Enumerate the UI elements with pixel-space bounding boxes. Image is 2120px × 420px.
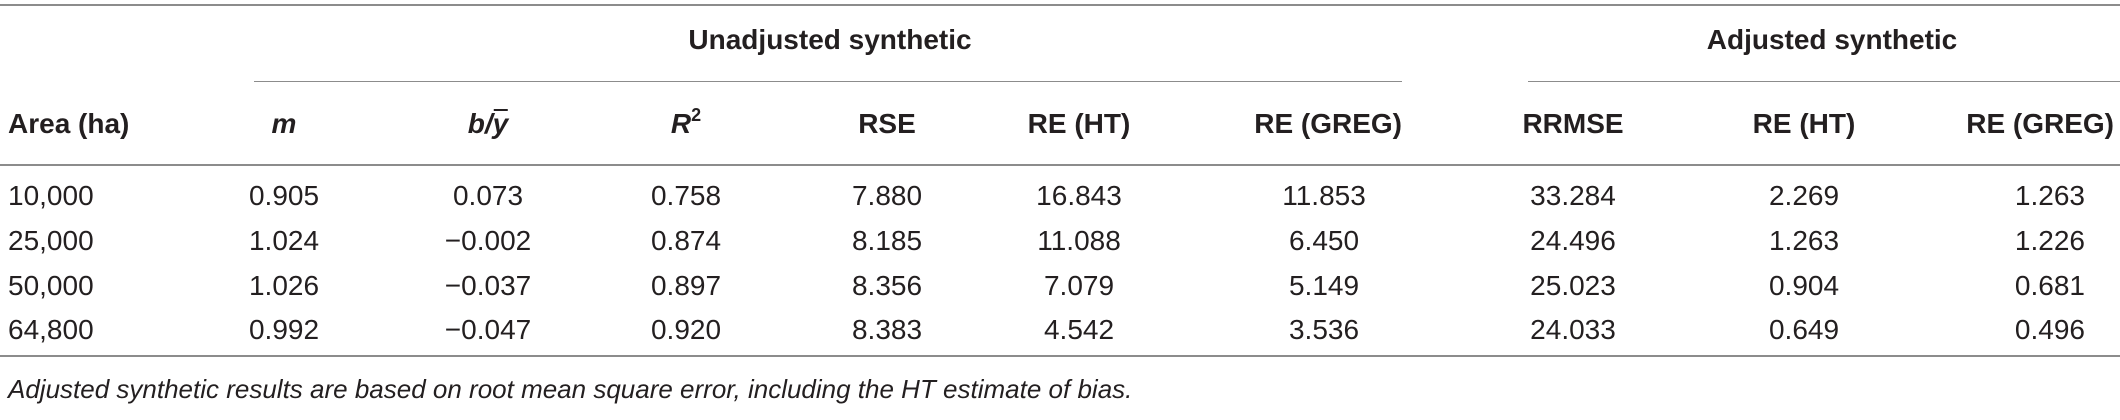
table-cell-rrmse: 25.023 — [1530, 270, 1616, 301]
table-cell-r2: 0.874 — [650, 225, 722, 256]
table-cell-m: 0.992 — [248, 314, 320, 345]
table-cell-re-greg-adjusted: 1.226 — [2014, 225, 2085, 256]
table-cell-area: 25,000 — [8, 225, 94, 256]
header-rule — [0, 164, 2120, 166]
col-header-rrmse: RRMSE — [1522, 108, 1624, 139]
table-cell-b: 0.073 — [452, 180, 524, 211]
table-cell-b: −0.002 — [444, 225, 532, 256]
table-cell-r2: 0.897 — [650, 270, 722, 301]
table-cell-re-ht-unadjusted: 16.843 — [1036, 180, 1122, 211]
table-cell-rrmse: 24.033 — [1530, 314, 1616, 345]
table-cell-b: −0.047 — [444, 314, 532, 345]
table-cell-rse: 8.383 — [851, 314, 923, 345]
group-rule-unadjusted — [254, 81, 1402, 82]
table-cell-re-greg-adjusted: 0.681 — [2014, 270, 2085, 301]
table-cell-area: 64,800 — [8, 314, 94, 345]
table-cell-re-greg-adjusted: 1.263 — [2014, 180, 2085, 211]
col-header-re-greg-adjusted: RE (GREG) — [1966, 108, 2114, 139]
table-cell-re-greg-unadjusted: 6.450 — [1288, 225, 1360, 256]
table-cell-re-ht-adjusted: 2.269 — [1768, 180, 1840, 211]
group-header-unadjusted: Unadjusted synthetic — [688, 24, 972, 55]
table-cell-rrmse: 24.496 — [1530, 225, 1616, 256]
table-bottom-rule — [0, 355, 2120, 357]
table-cell-re-greg-unadjusted: 11.853 — [1282, 180, 1366, 211]
col-header-m: m — [271, 108, 297, 139]
table-cell-re-ht-adjusted: 0.904 — [1768, 270, 1840, 301]
table-top-rule — [0, 4, 2120, 6]
table-cell-rse: 7.880 — [851, 180, 923, 211]
table-cell-re-greg-unadjusted: 3.536 — [1288, 314, 1360, 345]
col-header-rse: RSE — [858, 108, 916, 139]
group-header-adjusted: Adjusted synthetic — [1706, 24, 1958, 55]
table-cell-m: 1.026 — [248, 270, 320, 301]
table-cell-m: 1.024 — [248, 225, 320, 256]
col-header-area: Area (ha) — [8, 108, 130, 139]
table-cell-r2: 0.758 — [650, 180, 722, 211]
table-cell-re-ht-unadjusted: 11.088 — [1037, 225, 1121, 256]
table-cell-re-ht-adjusted: 0.649 — [1768, 314, 1840, 345]
col-header-re-greg-unadjusted: RE (GREG) — [1254, 108, 1402, 139]
table-cell-re-ht-unadjusted: 4.542 — [1043, 314, 1115, 345]
table-cell-rrmse: 33.284 — [1530, 180, 1616, 211]
table-cell-rse: 8.356 — [851, 270, 923, 301]
table-cell-rse: 8.185 — [851, 225, 923, 256]
group-rule-adjusted — [1528, 81, 2120, 82]
table-cell-area: 50,000 — [8, 270, 94, 301]
col-header-r2: R2 — [670, 104, 702, 139]
table-cell-area: 10,000 — [8, 180, 94, 211]
table-cell-re-greg-unadjusted: 5.149 — [1288, 270, 1360, 301]
col-header-b-over-ybar: b/y — [467, 108, 509, 139]
table-cell-re-greg-adjusted: 0.496 — [2014, 314, 2085, 345]
col-header-re-ht-unadjusted: RE (HT) — [1027, 108, 1131, 139]
table-cell-re-ht-unadjusted: 7.079 — [1043, 270, 1115, 301]
table-cell-re-ht-adjusted: 1.263 — [1768, 225, 1840, 256]
table-cell-r2: 0.920 — [650, 314, 722, 345]
table-cell-m: 0.905 — [248, 180, 320, 211]
table-cell-b: −0.037 — [444, 270, 532, 301]
table-footnote: Adjusted synthetic results are based on … — [8, 374, 1133, 404]
col-header-re-ht-adjusted: RE (HT) — [1752, 108, 1856, 139]
